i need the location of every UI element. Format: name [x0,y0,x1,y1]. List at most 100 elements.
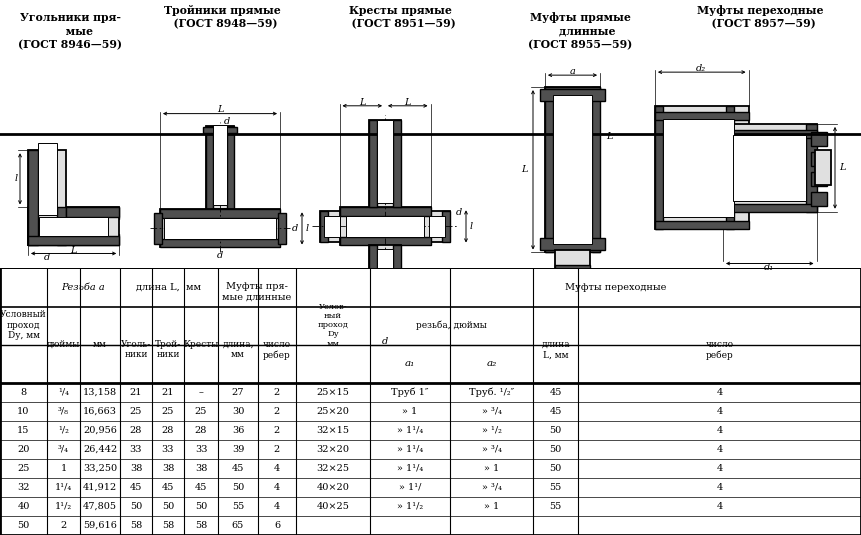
Text: 40×25: 40×25 [317,502,350,511]
Bar [369,246,400,333]
Text: а₁: а₁ [405,359,415,368]
Text: 40: 40 [17,502,29,511]
Bar [655,221,748,229]
Text: 33,250: 33,250 [83,464,117,473]
Text: резьба, дюймы: резьба, дюймы [416,321,486,330]
Text: d: d [224,117,230,126]
Text: 50: 50 [549,464,561,473]
Text: 8: 8 [21,388,27,397]
Bar [28,150,38,246]
Bar [339,208,430,216]
Bar [160,239,280,248]
Text: ³/₄: ³/₄ [58,445,69,454]
Text: L: L [522,165,528,174]
Text: Уголь-
ники: Уголь- ники [121,340,152,360]
Bar [369,120,377,208]
Text: L: L [606,132,612,141]
Text: 25: 25 [162,407,174,416]
Text: 58: 58 [130,521,142,530]
Text: Труб. ¹/₂″: Труб. ¹/₂″ [469,387,514,397]
Text: l: l [470,222,474,231]
Text: L: L [71,246,77,255]
Text: 4: 4 [274,464,280,473]
Text: 45: 45 [549,407,561,416]
Bar [723,204,816,212]
Text: ³/₈: ³/₈ [58,407,69,416]
Text: 20,956: 20,956 [83,426,117,435]
Text: Муфты переходные: Муфты переходные [565,282,666,292]
Text: а₂: а₂ [486,359,497,368]
Bar [339,237,430,246]
Text: длина L,  мм: длина L, мм [137,282,201,292]
Text: 50: 50 [17,521,29,530]
Text: » 1: » 1 [484,464,499,473]
Text: 45: 45 [162,483,174,492]
Text: » ¹/₂: » ¹/₂ [481,426,501,435]
Text: 28: 28 [195,426,208,435]
Text: 1¹/₂: 1¹/₂ [55,502,72,511]
Bar [734,134,806,201]
Text: Услов-
ный
проход
Dу
мм: Услов- ный проход Dу мм [318,303,349,348]
Bar [429,216,445,237]
Text: L: L [839,163,846,172]
Bar [28,234,119,246]
Bar [655,106,748,229]
Text: 4: 4 [716,464,722,473]
Bar [393,120,400,208]
Text: » ³/₄: » ³/₄ [481,407,501,416]
Bar [66,208,119,217]
Text: 50: 50 [549,445,561,454]
Bar [57,208,66,246]
Text: Труб 1″: Труб 1″ [391,387,429,397]
Text: 2: 2 [274,407,280,416]
Text: Муфты прямые
    длинные
(ГОСТ 8955—59): Муфты прямые длинные (ГОСТ 8955—59) [528,12,632,50]
Bar [40,217,108,236]
Text: 58: 58 [162,521,174,530]
Bar [723,124,816,212]
Text: мм: мм [93,340,107,349]
Text: 25×20: 25×20 [317,407,350,416]
Bar [28,208,119,219]
Text: 25: 25 [195,407,208,416]
Text: 30: 30 [232,407,245,416]
Bar [369,120,400,208]
Text: d: d [217,251,223,260]
Text: 4: 4 [716,502,722,511]
Text: 45: 45 [549,388,561,397]
Text: d₂: d₂ [696,64,706,73]
Text: ¹/₄: ¹/₄ [58,388,69,397]
Text: Угольники пря-
     мые
(ГОСТ 8946—59): Угольники пря- мые (ГОСТ 8946—59) [18,12,122,50]
Text: 45: 45 [130,483,142,492]
Bar [655,106,663,229]
Text: 36: 36 [232,426,245,435]
Text: 41,912: 41,912 [83,483,117,492]
Text: 32×15: 32×15 [317,426,350,435]
Bar [443,211,450,242]
Bar [341,211,349,242]
Text: Муфты переходные
  (ГОСТ 8957—59): Муфты переходные (ГОСТ 8957—59) [697,5,823,30]
Text: L: L [360,98,366,108]
Text: » 1¹/₄: » 1¹/₄ [397,426,423,435]
Text: 2: 2 [60,521,66,530]
Text: Кресты прямые
  (ГОСТ 8951—59): Кресты прямые (ГОСТ 8951—59) [344,5,455,30]
Text: 47,805: 47,805 [83,502,117,511]
Bar [320,211,328,242]
Text: 50: 50 [549,426,561,435]
Text: » 1¹/₄: » 1¹/₄ [397,464,423,473]
Text: длина,
мм: длина, мм [222,340,254,360]
Bar [203,127,237,133]
Text: 50: 50 [232,483,245,492]
Bar [555,265,590,271]
Text: d: d [292,224,298,233]
Text: 2: 2 [274,445,280,454]
Bar [320,211,349,242]
Bar [160,209,280,248]
Text: число
ребер: число ребер [705,340,734,360]
Text: 40×20: 40×20 [317,483,350,492]
Text: 2: 2 [274,426,280,435]
Bar [545,87,553,253]
Bar [339,208,430,246]
Text: 10: 10 [17,407,29,416]
Bar [164,218,276,239]
Text: 2: 2 [274,388,280,397]
